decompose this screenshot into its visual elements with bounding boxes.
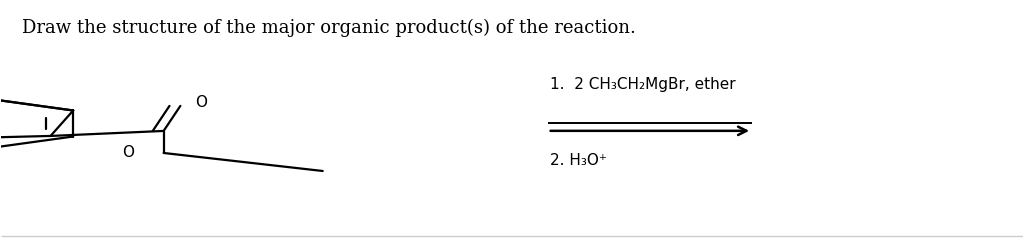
Text: Draw the structure of the major organic product(s) of the reaction.: Draw the structure of the major organic …	[22, 19, 636, 37]
Text: O: O	[123, 145, 134, 161]
Text: 2. H₃O⁺: 2. H₃O⁺	[550, 153, 606, 168]
Text: O: O	[196, 95, 207, 110]
Text: 1.  2 CH₃CH₂MgBr, ether: 1. 2 CH₃CH₂MgBr, ether	[550, 77, 735, 92]
